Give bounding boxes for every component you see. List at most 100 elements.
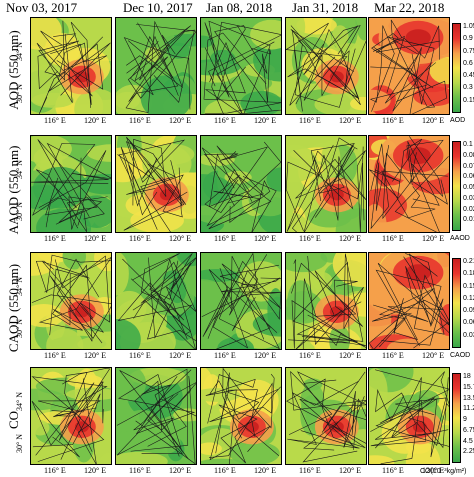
boundary-line [369,25,427,112]
map-hotspot [405,147,431,164]
boundary-line [371,33,440,89]
colorbar-tick-label: 0.03 [463,331,474,339]
map-field [31,18,111,114]
map-field-blob [227,74,273,93]
map-panel [200,367,282,465]
map-panel [368,367,450,465]
map-field [116,18,196,114]
colorbar-tick-label: 0.6 [463,59,473,67]
map-field-blob [137,28,175,44]
boundary-line [306,253,364,345]
x-tick-label: 120° E [84,234,107,243]
map-field-blob [321,140,341,179]
boundary-line [126,34,183,89]
boundary-line [139,29,195,103]
colorbar-tick-label: 0.075 [463,162,474,170]
map-field [286,136,366,232]
boundary-line [288,370,366,451]
x-tick-label: 120° E [339,116,362,125]
y-tick-label: 34° N [14,42,24,61]
colorbar-tick-label: 0.025 [463,205,474,213]
x-tick-label: 120° E [254,466,277,475]
map-field [116,136,196,232]
map-field-blob [98,452,111,464]
colorbar-tick-label: 0.3 [463,84,473,92]
map-field-blob [369,455,395,464]
map-field-blob [314,93,364,114]
map-panel [200,17,282,115]
boundary-line [381,170,448,219]
map-field-blob [204,99,245,114]
colorbar-tick-label: 13.5 [463,394,474,402]
map-field-blob [386,338,429,349]
colorbar-tick-label: 0.0375 [463,194,474,202]
boundary-line [370,377,435,464]
map-panel [115,17,197,115]
x-tick-label: 120° E [169,351,192,360]
boundary-line [120,146,158,230]
x-tick-label: 116° E [382,234,404,243]
date-header-1: Nov 03, 2017 [6,0,78,15]
x-tick-label: 116° E [299,466,321,475]
x-tick-label: 116° E [129,234,151,243]
boundary-line [37,20,80,90]
x-tick-label: 116° E [44,466,66,475]
boundary-line [212,260,259,349]
x-tick-label: 120° E [422,351,445,360]
boundary-line [125,20,179,114]
boundary-line [38,150,108,232]
map-panel [30,135,112,233]
colorbar-title: AAOD [450,235,470,242]
x-tick-label: 116° E [44,234,66,243]
boundary-line [288,261,366,347]
boundary-line [37,381,104,417]
map-panel [200,252,282,350]
map-field [286,253,366,349]
x-tick-label: 116° E [299,351,321,360]
map-field-blob [46,328,84,349]
map-field-blob [31,304,64,328]
map-field [31,253,111,349]
boundary-line [149,260,196,340]
colorbar-tick-label: 1.05 [463,23,474,30]
boundary-line [119,369,192,460]
date-header-2: Dec 10, 2017 [123,0,193,15]
boundary-line [123,37,191,110]
x-tick-label: 116° E [214,234,236,243]
boundary-line [218,386,281,464]
x-tick-label: 120° E [422,116,445,125]
map-field-blob [369,89,391,112]
map-field-blob [77,335,111,349]
colorbar-tick-label: 0.09 [463,307,474,315]
x-tick-label: 116° E [214,351,236,360]
map-field-blob [331,25,349,49]
map-hotspot [74,421,89,433]
map-field [31,136,111,232]
boundary-line [204,20,271,114]
boundary-line [36,33,111,103]
boundary-line [44,33,104,90]
boundary-line [117,139,187,205]
colorbar-tick-label: 0.05 [463,184,474,191]
colorbar-title: CAOD [450,352,471,359]
colorbar-tick-label: 18 [463,373,471,380]
map-panel [30,367,112,465]
map-field [286,18,366,114]
colorbar-tick-label: 0.45 [463,72,474,80]
boundary-line [205,374,256,464]
y-tick-label: 34° N [14,160,24,179]
colorbar-tick-label: 2.25 [463,448,474,456]
x-tick-label: 120° E [422,466,445,475]
x-tick-label: 116° E [382,351,404,360]
colorbar-tick-label: 0.0625 [463,173,474,181]
map-field [369,253,449,349]
boundary-line [201,277,281,321]
boundary-line [314,270,363,327]
boundary-line [292,29,356,112]
x-tick-label: 120° E [169,234,192,243]
map-panel [115,252,197,350]
map-field [201,136,281,232]
map-field-blob [66,374,103,388]
map-field-blob [116,91,140,110]
